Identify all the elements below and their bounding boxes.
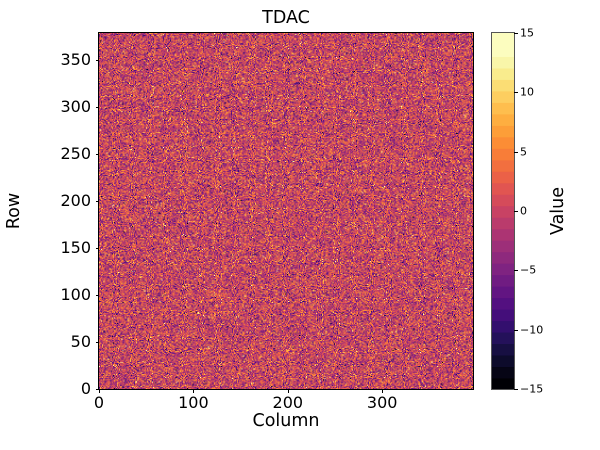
colorbar-tick-mark — [514, 92, 518, 94]
x-tick-label: 0 — [93, 393, 105, 412]
colorbar-tick-mark — [514, 389, 518, 390]
colorbar-tick-label: −5 — [520, 263, 537, 277]
colorbar-tick-label: 0 — [520, 204, 527, 218]
colorbar-tick-mark — [514, 33, 518, 34]
colorbar-gradient — [492, 33, 514, 389]
colorbar-axis-label: Value — [548, 186, 568, 236]
x-tick-mark — [382, 389, 384, 393]
y-tick-mark — [95, 248, 99, 250]
y-tick-label: 100 — [60, 285, 91, 304]
colorbar-tick-label: 15 — [520, 26, 534, 40]
colorbar-tick-label: 5 — [520, 145, 527, 159]
x-tick-mark — [287, 389, 289, 393]
y-tick-label: 250 — [60, 144, 91, 164]
y-tick-mark — [95, 60, 99, 62]
colorbar-tick-label: 10 — [520, 85, 534, 99]
x-tick-label: 100 — [178, 393, 209, 412]
y-tick-label: 150 — [60, 238, 91, 258]
x-tick-mark — [193, 389, 195, 393]
colorbar-tick-mark — [514, 211, 518, 212]
y-tick-mark — [95, 201, 99, 203]
y-tick-label: 350 — [60, 50, 91, 70]
y-tick-label: 300 — [60, 97, 91, 117]
colorbar[interactable] — [491, 32, 515, 390]
colorbar-tick-mark — [514, 151, 518, 153]
y-tick-mark — [95, 342, 99, 343]
heatmap-plot-area[interactable] — [98, 32, 474, 390]
y-tick-mark — [95, 107, 99, 109]
x-tick-label: 200 — [272, 393, 304, 412]
colorbar-tick-label: −10 — [520, 323, 544, 337]
colorbar-tick-label: −15 — [520, 382, 544, 396]
page-title: TDAC — [262, 8, 310, 28]
y-tick-label: 0 — [80, 379, 91, 398]
x-axis-label: Column — [252, 411, 320, 431]
y-tick-label: 50 — [70, 332, 91, 351]
colorbar-tick-mark — [514, 329, 518, 331]
y-tick-mark — [95, 295, 99, 296]
y-tick-label: 200 — [60, 191, 91, 211]
y-tick-mark — [95, 389, 99, 390]
y-axis-label: Row — [4, 192, 24, 230]
y-tick-mark — [95, 154, 99, 156]
x-tick-mark — [99, 389, 100, 393]
colorbar-tick-mark — [514, 270, 518, 272]
heatmap-image — [99, 33, 473, 389]
x-tick-label: 300 — [366, 393, 398, 412]
